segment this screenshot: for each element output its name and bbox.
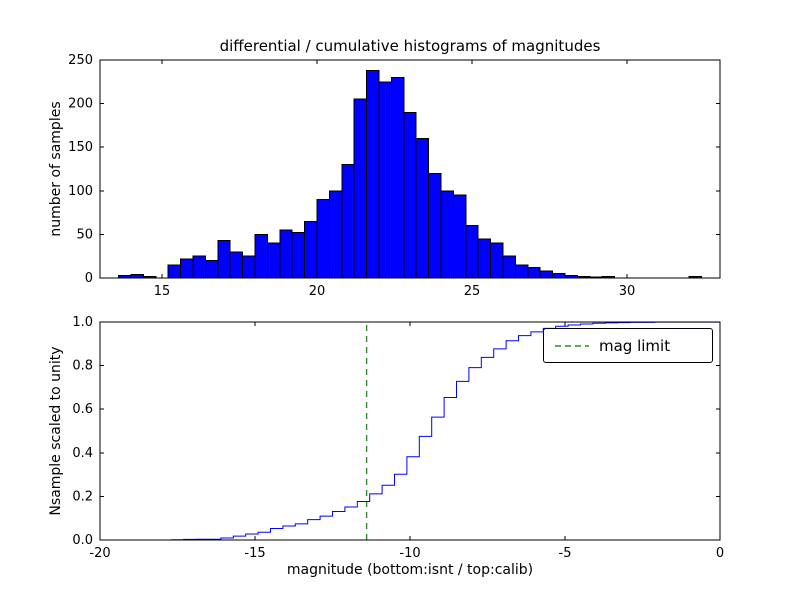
bottom-xtick-label: -10 xyxy=(399,546,420,561)
top-axes: 15 20 25 30 0 50 100 150 200 250 xyxy=(68,53,721,299)
histogram-bar xyxy=(217,240,231,279)
top-xtick-label: 30 xyxy=(619,284,636,299)
histogram-bar xyxy=(328,190,343,279)
histogram-bar xyxy=(204,260,219,279)
histogram-bar xyxy=(130,274,144,279)
bottom-ytick-label: 0.0 xyxy=(72,533,93,548)
histogram-bar xyxy=(490,242,504,279)
histogram-bars xyxy=(118,69,702,279)
legend-label: mag limit xyxy=(599,336,671,355)
histogram-bar xyxy=(316,199,330,279)
histogram-bar xyxy=(266,242,281,279)
bottom-ytick-label: 0.6 xyxy=(72,402,93,417)
top-ytick-label: 250 xyxy=(68,53,93,68)
histogram-bar xyxy=(440,190,454,279)
bottom-ytick-label: 0.8 xyxy=(72,359,93,374)
top-ylabel: number of samples xyxy=(48,101,64,237)
bottom-xlabel: magnitude (bottom:isnt / top:calib) xyxy=(286,562,534,578)
legend: mag limit xyxy=(543,328,713,363)
bottom-xtick-label: -20 xyxy=(89,546,110,561)
bottom-xtick-label: 0 xyxy=(716,546,724,561)
bottom-ytick-label: 0.2 xyxy=(72,489,93,504)
histogram-bar xyxy=(304,220,318,279)
histogram-bar xyxy=(366,69,380,279)
histogram-bar xyxy=(180,258,194,279)
bottom-ylabel: Nsample scaled to unity xyxy=(48,346,64,516)
top-xtick-label: 20 xyxy=(309,284,326,299)
histogram-bar xyxy=(539,270,554,279)
histogram-bar xyxy=(291,232,306,279)
top-ytick-label: 50 xyxy=(76,227,93,242)
histogram-bar xyxy=(378,81,392,279)
top-ytick-label: 100 xyxy=(68,184,93,199)
top-ytick-label: 200 xyxy=(68,97,93,112)
chart-title: differential / cumulative histograms of … xyxy=(219,37,601,55)
histogram-bar xyxy=(452,194,467,279)
histogram-bar xyxy=(502,255,516,279)
histogram-bar xyxy=(527,267,541,279)
legend-line-sample xyxy=(555,344,589,347)
histogram-bar xyxy=(477,238,492,279)
histogram-bar xyxy=(242,255,256,279)
histogram-bar xyxy=(390,76,405,279)
bottom-ytick-label: 1.0 xyxy=(72,315,93,330)
histogram-bar xyxy=(279,229,293,279)
histogram-bar xyxy=(428,172,442,279)
top-xtick-label: 15 xyxy=(154,284,171,299)
histogram-bar xyxy=(353,98,368,279)
top-frame xyxy=(99,59,721,279)
histogram-bar xyxy=(254,233,268,279)
bottom-ytick-label: 0.4 xyxy=(72,446,93,461)
histogram-bar xyxy=(415,137,430,279)
top-ytick-label: 150 xyxy=(68,140,93,155)
cumulative-curve xyxy=(100,321,721,541)
histogram-bar xyxy=(192,255,206,279)
bottom-xtick-label: -15 xyxy=(244,546,265,561)
histogram-bar xyxy=(552,273,566,279)
histogram-bar xyxy=(465,225,479,279)
bottom-axes: -20 -15 -10 -5 0 0.0 0.2 0.4 0.6 0.8 1.0 xyxy=(72,315,724,561)
histogram-bar xyxy=(341,164,355,279)
histogram-bar xyxy=(403,111,417,279)
top-ytick-label: 0 xyxy=(85,271,93,286)
histogram-bar xyxy=(229,251,244,279)
histogram-bar xyxy=(514,264,529,279)
histogram-bar xyxy=(167,264,182,279)
top-xtick-label: 25 xyxy=(464,284,481,299)
bottom-xtick-label: -5 xyxy=(559,546,572,561)
